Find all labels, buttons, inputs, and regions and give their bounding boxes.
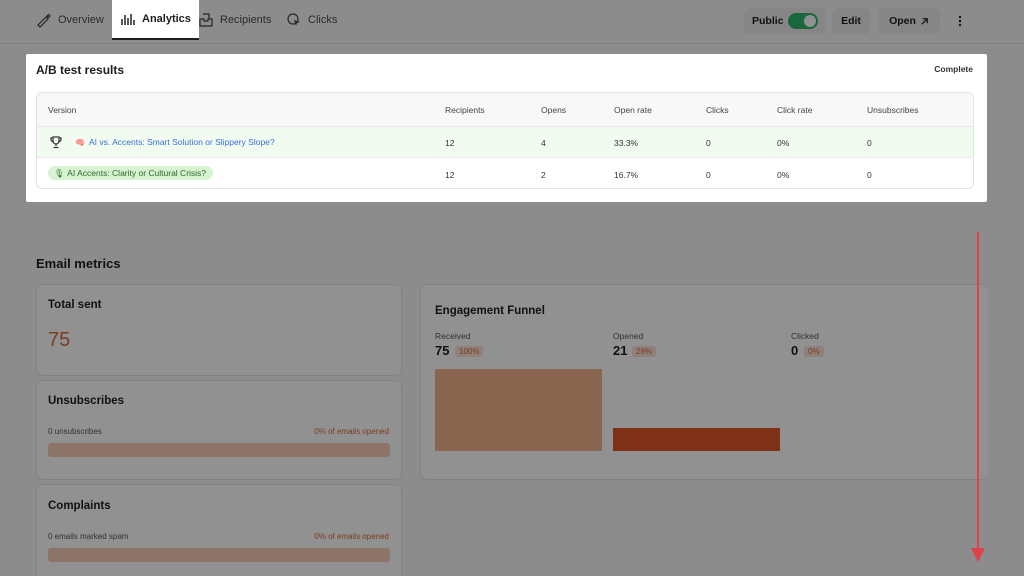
open-rate-cell: 33.3% [614,138,639,148]
total-sent-label: Total sent [48,299,102,311]
open-rate-cell: 16.7% [614,170,639,180]
funnel-received-bar [435,369,602,451]
public-label: Public [752,15,784,27]
funnel-clicked-pct: 0% [804,346,824,357]
recipients-cell: 12 [445,170,455,180]
col-recipients: Recipients [445,105,485,115]
public-toggle[interactable]: Public [744,8,826,34]
funnel-opened-bar [613,428,780,451]
unsubscribes-card: Unsubscribes 0 unsubscribes 0% of emails… [36,380,402,480]
recipients-cell: 12 [445,138,455,148]
table-header: Version Recipients Opens Open rate Click… [37,93,973,127]
total-sent-value: 75 [48,329,71,351]
funnel-opened-pct: 28% [632,346,657,357]
version-name: AI vs. Accents: Smart Solution or Slippe… [88,137,275,147]
microphone-emoji-icon: 🎙 [54,168,65,178]
ab-test-table: Version Recipients Opens Open rate Click… [36,92,974,189]
version-name: AI Accents: Clarity or Cultural Crisis? [67,168,207,178]
click-rate-cell: 0% [777,170,790,180]
tab-analytics[interactable]: Analytics [112,0,199,40]
table-row[interactable]: 🧠 AI vs. Accents: Smart Solution or Slip… [37,127,973,158]
brain-emoji-icon: 🧠 [75,137,85,147]
version-tag[interactable]: 🎙 AI Accents: Clarity or Cultural Crisis… [48,166,214,180]
opens-cell: 2 [541,170,546,180]
funnel-clicked-label: Clicked [791,331,819,341]
scroll-down-arrow-annotation [971,232,985,562]
ab-test-title: A/B test results [36,63,125,77]
col-version: Version [48,105,77,115]
more-options-button[interactable] [948,8,972,34]
inbox-icon [199,13,213,27]
unsubscribes-progress-bar [48,443,390,457]
funnel-opened-value: 21 [613,343,628,358]
version-link[interactable]: 🧠 AI vs. Accents: Smart Solution or Slip… [75,137,275,147]
total-sent-card: Total sent 75 [36,284,402,376]
engagement-funnel-card: Engagement Funnel Received 75 100% Opene… [420,284,988,480]
click-rate-cell: 0% [777,138,790,148]
complaints-card: Complaints 0 emails marked spam 0% of em… [36,484,402,576]
tab-overview-label: Overview [58,14,104,26]
complaints-count: 0 emails marked spam [48,532,129,541]
edit-button-label: Edit [841,15,861,27]
funnel-title: Engagement Funnel [435,305,545,317]
complaints-rate: 0% of emails opened [314,532,389,541]
table-row[interactable]: 🎙 AI Accents: Clarity or Cultural Crisis… [37,159,973,188]
funnel-opened-label: Opened [613,331,644,341]
funnel-received-label: Received [435,331,471,341]
col-open-rate: Open rate [614,105,652,115]
col-opens: Opens [541,105,567,115]
tab-overview[interactable]: Overview [36,0,104,40]
unsubscribes-rate: 0% of emails opened [314,427,389,436]
arrow-up-right-icon [921,17,928,25]
bar-chart-icon [121,14,135,25]
toggle-switch[interactable] [788,13,818,29]
unsubscribes-cell: 0 [867,170,872,180]
open-button-label: Open [889,15,916,27]
kebab-icon [958,15,962,27]
clicks-cell: 0 [706,138,711,148]
tab-recipients-label: Recipients [220,14,272,26]
col-unsubscribes: Unsubscribes [867,105,919,115]
email-metrics-title: Email metrics [36,256,121,271]
ab-test-results-panel: A/B test results Complete Version Recipi… [26,54,987,202]
open-button[interactable]: Open [878,8,940,34]
edit-button[interactable]: Edit [832,8,870,34]
cursor-click-icon [287,13,300,26]
funnel-received-pct: 100% [455,346,484,357]
unsubscribes-cell: 0 [867,138,872,148]
clicks-cell: 0 [706,170,711,180]
complaints-progress-bar [48,548,390,562]
ab-test-status: Complete [934,64,973,74]
tab-analytics-label: Analytics [142,13,191,25]
col-clicks: Clicks [706,105,729,115]
unsubscribes-count: 0 unsubscribes [48,427,102,436]
unsubscribes-label: Unsubscribes [48,395,125,407]
funnel-received-value: 75 [435,343,450,358]
tab-clicks[interactable]: Clicks [286,0,337,40]
opens-cell: 4 [541,138,546,148]
funnel-clicked-value: 0 [791,343,799,358]
tab-recipients[interactable]: Recipients [198,0,271,40]
trophy-icon [50,136,62,149]
complaints-label: Complaints [48,500,111,512]
tab-clicks-label: Clicks [308,14,338,26]
pen-icon [37,13,51,28]
col-click-rate: Click rate [777,105,813,115]
